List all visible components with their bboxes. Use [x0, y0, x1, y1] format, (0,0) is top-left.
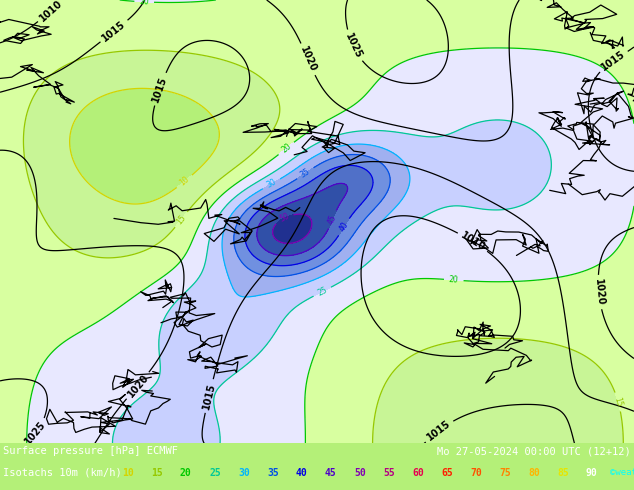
Text: 25: 25: [209, 468, 221, 478]
Text: 20: 20: [139, 0, 149, 7]
Text: 1025: 1025: [23, 419, 48, 447]
Text: 65: 65: [441, 468, 453, 478]
Text: 15: 15: [612, 396, 624, 408]
Text: 1015: 1015: [599, 49, 627, 73]
Text: 60: 60: [412, 468, 424, 478]
Text: Mo 27-05-2024 00:00 UTC (12+12): Mo 27-05-2024 00:00 UTC (12+12): [437, 446, 631, 457]
Text: 45: 45: [327, 213, 339, 226]
Text: 40: 40: [337, 220, 351, 233]
Text: 1015: 1015: [201, 382, 217, 410]
Text: 30: 30: [265, 177, 278, 190]
Text: 20: 20: [180, 468, 191, 478]
Text: 75: 75: [499, 468, 511, 478]
Text: 25: 25: [316, 286, 328, 298]
Text: 1010: 1010: [459, 230, 487, 253]
Text: 90: 90: [586, 468, 598, 478]
Text: 50: 50: [354, 468, 366, 478]
Text: 1010: 1010: [38, 0, 65, 23]
Text: Isotachs 10m (km/h): Isotachs 10m (km/h): [3, 468, 122, 478]
Text: 70: 70: [470, 468, 482, 478]
Text: ©weatheronline.co.uk: ©weatheronline.co.uk: [610, 468, 634, 477]
Text: 85: 85: [557, 468, 569, 478]
Text: 1020: 1020: [298, 45, 318, 74]
Text: 15: 15: [151, 468, 163, 478]
Text: 20: 20: [449, 275, 459, 285]
Text: 1015: 1015: [425, 418, 453, 443]
Text: 1015: 1015: [151, 74, 169, 103]
Text: 50: 50: [278, 212, 290, 224]
Text: 1025: 1025: [343, 32, 363, 60]
Text: 30: 30: [238, 468, 250, 478]
Text: 20: 20: [280, 142, 293, 155]
Text: 1015: 1015: [100, 19, 128, 44]
Text: 35: 35: [267, 468, 279, 478]
Text: 1020: 1020: [126, 372, 150, 399]
Text: 10: 10: [122, 468, 134, 478]
Text: 45: 45: [325, 468, 337, 478]
Text: Surface pressure [hPa] ECMWF: Surface pressure [hPa] ECMWF: [3, 446, 178, 457]
Text: 10: 10: [178, 175, 191, 188]
Text: 80: 80: [528, 468, 540, 478]
Text: 35: 35: [299, 167, 312, 180]
Text: 40: 40: [296, 468, 307, 478]
Text: 55: 55: [383, 468, 395, 478]
Text: 15: 15: [175, 213, 188, 226]
Text: 1020: 1020: [593, 278, 605, 306]
